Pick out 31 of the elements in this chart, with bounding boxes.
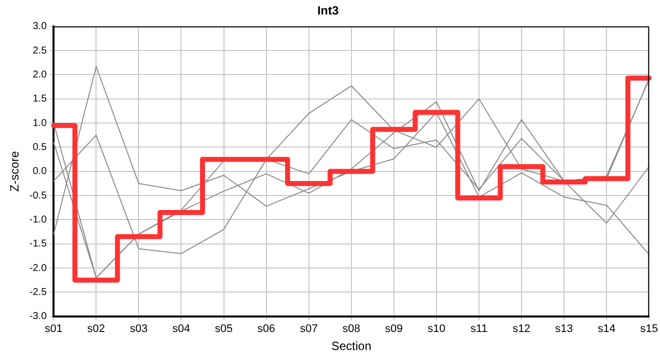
y-tick-label: 2.5 [32,45,48,56]
y-tick-label: -1.5 [29,238,48,250]
y-tick-label: 0.0 [32,166,48,178]
x-tick-label: s02 [87,323,106,336]
y-tick-label: 1.0 [32,118,48,129]
y-tick-label: 3.0 [32,21,48,32]
x-tick-label: s14 [598,323,616,336]
x-tick-label: s05 [214,323,233,336]
x-tick-label: s12 [512,323,530,336]
y-tick-label: -2.5 [29,286,48,298]
x-tick-label: s10 [428,323,446,336]
y-tick-label: 1.5 [32,94,48,105]
x-tick-label: s07 [300,323,318,336]
x-tick-label: s01 [44,323,63,336]
x-tick-label: s08 [342,323,360,336]
y-tick-label: -2.0 [29,262,48,274]
x-tick-label: s15 [640,323,658,336]
x-tick-label: s03 [130,323,148,336]
x-tick-label: s06 [257,323,276,336]
x-tick-label: s13 [555,323,573,336]
y-tick-label: -1.0 [29,214,48,226]
x-tick-label: s09 [385,323,403,336]
y-tick-label: -3.0 [29,311,48,322]
x-tick-label: s04 [172,323,190,336]
y-axis-title: Z-score [8,150,22,192]
x-tick-label: s11 [470,323,488,336]
y-tick-label: 2.0 [32,69,48,80]
chart-title: Int3 [317,4,339,18]
y-tick-label: -0.5 [29,190,48,202]
y-tick-label: 0.5 [32,142,48,153]
x-axis-title: Section [331,339,372,354]
